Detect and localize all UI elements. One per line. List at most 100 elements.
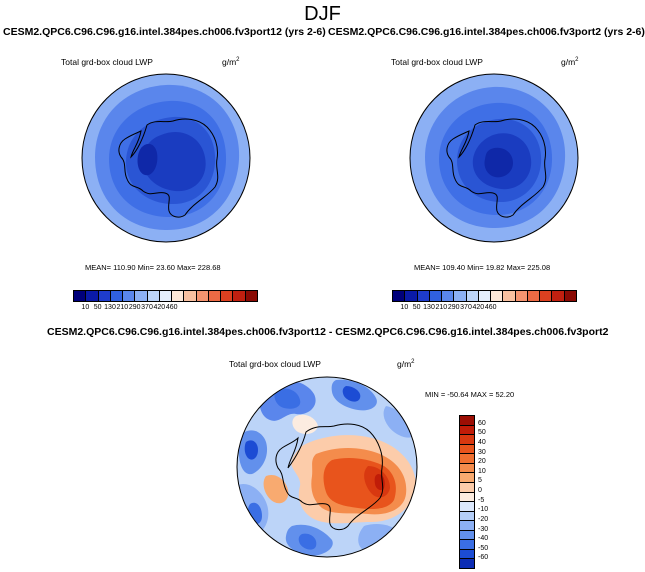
panel2-stats: MEAN= 109.40 Min= 19.82 Max= 225.08 <box>414 263 551 272</box>
panel1-variable-title: Total grd-box cloud LWP <box>61 57 153 67</box>
panel2-colorbar-tick: 210 <box>435 304 448 311</box>
panel3-colorbar-tick: 5 <box>478 477 482 485</box>
panel3-colorbar-box-11 <box>460 521 474 531</box>
panel1-colorbar-box-3 <box>110 291 124 301</box>
panel1-colorbar-box-9 <box>184 291 197 301</box>
panel1-colorbar-tick: 460 <box>165 304 178 311</box>
panel2-colorbar-box-7 <box>478 291 492 301</box>
panel1-case-title: CESM2.QPC6.C96.C96.g16.intel.384pes.ch00… <box>3 26 326 38</box>
panel1-colorbar-tick: 420 <box>153 304 166 311</box>
panel3-colorbar-tick: -50 <box>478 544 489 552</box>
season-title: DJF <box>304 3 341 25</box>
panel1-colorbar-tick: 10 <box>81 304 90 311</box>
panel3-colorbar-tick: 10 <box>478 467 486 475</box>
panel3-colorbar-tick: 60 <box>478 419 486 427</box>
panel2-colorbar-box-11 <box>527 291 541 301</box>
panel1-colorbar-box-13 <box>233 291 246 301</box>
panel2-colorbar-box-9 <box>503 291 516 301</box>
panel3-colorbar-tick: -60 <box>478 554 489 562</box>
panel2-colorbar-tick: 10 <box>400 304 409 311</box>
panel3-colorbar-tick: -40 <box>478 535 489 543</box>
panel1-colorbar-box-7 <box>159 291 173 301</box>
panel3-colorbar-tick: 40 <box>478 438 486 446</box>
panel3-colorbar-tick: -5 <box>478 496 485 504</box>
panel2-colorbar-tick: 50 <box>412 304 421 311</box>
panel2-contour-5 <box>484 147 513 178</box>
panel3-variable-title: Total grd-box cloud LWP <box>229 359 321 369</box>
panel1-colorbar-tick: 130 <box>104 304 116 311</box>
panel1-colorbar-tick: 370 <box>141 304 153 311</box>
panel3-colorbar-box-8 <box>460 492 474 503</box>
panel2-colorbar-box-0 <box>393 291 406 301</box>
panel2-colorbar-box-10 <box>515 291 528 301</box>
panel2-colorbar-tick: 420 <box>472 304 485 311</box>
panel3-case-title: CESM2.QPC6.C96.C96.g16.intel.384pes.ch00… <box>47 326 609 338</box>
panel1-colorbar-labels: 10 50 130 210 290 370 420 460 <box>73 304 258 314</box>
panel3-colorbar-tick: -30 <box>478 525 489 533</box>
panel3-colorbar-box-3 <box>460 444 474 455</box>
panel3-colorbar-labels: 60 50 40 30 20 10 5 0 -5 -10 -20 -30 -40 -50 -60 <box>478 415 508 569</box>
panel3-colorbar-tick: -20 <box>478 515 489 523</box>
panel2-case-title: CESM2.QPC6.C96.C96.g16.intel.384pes.ch00… <box>328 26 645 38</box>
panel2-colorbar-box-12 <box>540 291 553 301</box>
panel1-colorbar-tick: 210 <box>116 304 129 311</box>
panel3-colorbar-box-0 <box>460 416 474 426</box>
panel2-polar-map <box>409 73 579 243</box>
panel2-colorbar-tick: 370 <box>460 304 472 311</box>
panel2-colorbar-box-14 <box>564 291 576 301</box>
panel1-colorbar-box-11 <box>208 291 222 301</box>
panel2-variable-title: Total grd-box cloud LWP <box>391 57 483 67</box>
panel1-colorbar-box-0 <box>74 291 87 301</box>
panel2-colorbar-box-5 <box>454 291 467 301</box>
panel1-stats: MEAN= 110.90 Min= 23.60 Max= 228.68 <box>85 263 221 272</box>
panel3-colorbar-box-5 <box>460 463 474 474</box>
panel3-colorbar-box-12 <box>460 530 474 541</box>
panel3-units: g/m2 <box>397 359 415 369</box>
panel3-colorbar-box-10 <box>460 511 474 522</box>
panel1-colorbar-box-6 <box>147 291 160 301</box>
panel1-colorbar-box-8 <box>172 291 185 301</box>
panel2-colorbar-box-6 <box>466 291 479 301</box>
panel1-colorbar-tick: 50 <box>93 304 102 311</box>
panel2-colorbar-box-4 <box>442 291 455 301</box>
panel1-colorbar-box-2 <box>98 291 111 301</box>
panel2-colorbar-box-13 <box>552 291 565 301</box>
panel2-colorbar-box-1 <box>405 291 418 301</box>
panel2-coastline <box>446 118 547 218</box>
panel2-colorbar-box-8 <box>491 291 504 301</box>
panel1-colorbar-box-4 <box>123 291 136 301</box>
panel3-stats: MIN = -50.64 MAX = 52.20 <box>425 390 515 399</box>
panel2-colorbar-tick: 460 <box>484 304 497 311</box>
panel3-colorbar-box-13 <box>460 540 474 550</box>
panel3-colorbar-tick: 0 <box>478 487 482 494</box>
panel3-colorbar-box-15 <box>460 559 474 568</box>
panel3-polar-map <box>236 376 418 558</box>
panel3-colorbar-box-6 <box>460 473 474 483</box>
panel1-polar-map <box>81 73 251 243</box>
panel2-colorbar <box>392 290 577 302</box>
panel1-colorbar-box-12 <box>221 291 234 301</box>
panel1-contour-5 <box>137 143 158 176</box>
panel1-contour-4 <box>143 131 206 192</box>
panel1-coastline <box>118 118 219 218</box>
panel1-colorbar-box-10 <box>196 291 209 301</box>
panel1-colorbar-box-1 <box>86 291 99 301</box>
panel3-colorbar-box-14 <box>460 549 474 560</box>
panel2-colorbar-labels: 10 50 130 210 290 370 420 460 <box>392 304 577 314</box>
panel1-colorbar-tick: 290 <box>128 304 141 311</box>
panel1-colorbar-box-14 <box>245 291 257 301</box>
panel3-colorbar-box-9 <box>460 502 474 512</box>
panel3-colorbar-box-1 <box>460 425 474 436</box>
panel3-coastline <box>275 423 384 531</box>
panel3-colorbar-tick: 30 <box>478 448 486 456</box>
panel2-colorbar-box-3 <box>429 291 443 301</box>
panel2-colorbar-tick: 290 <box>447 304 460 311</box>
panel3-colorbar-box-2 <box>460 435 474 445</box>
panel3-colorbar <box>459 415 475 569</box>
panel3-colorbar-tick: -10 <box>478 506 489 514</box>
panel2-units: g/m2 <box>561 57 579 67</box>
panel1-units: g/m2 <box>222 57 240 67</box>
panel3-colorbar-box-4 <box>460 454 474 464</box>
panel2-colorbar-box-2 <box>417 291 430 301</box>
panel3-colorbar-box-7 <box>460 482 474 493</box>
